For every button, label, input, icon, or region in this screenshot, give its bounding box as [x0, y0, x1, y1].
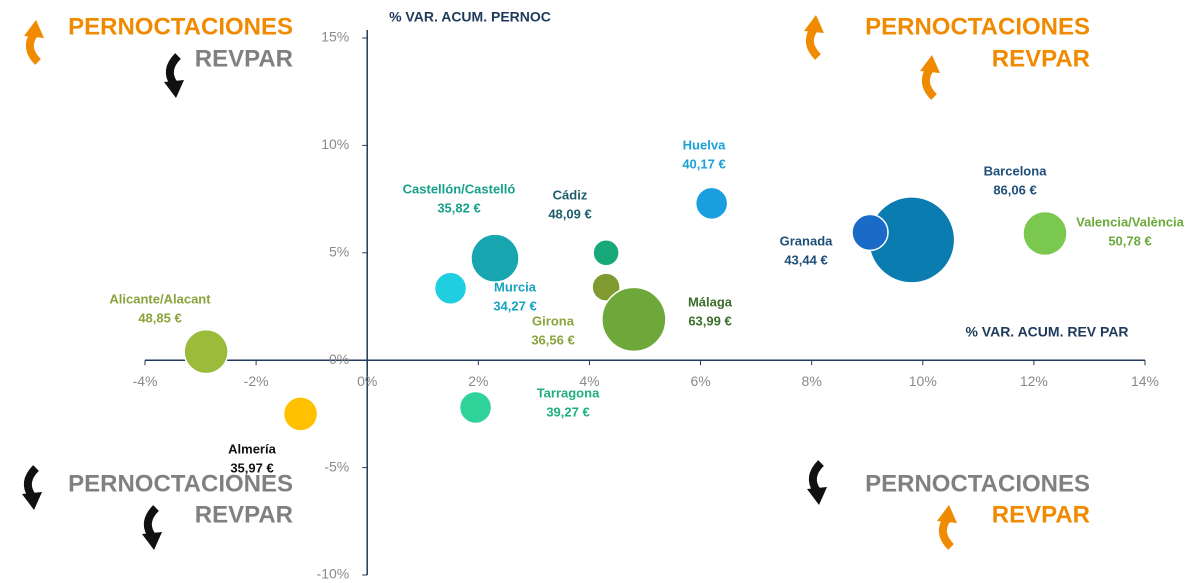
x-tick-label: 12%: [1020, 373, 1048, 389]
arrow-up: [920, 55, 940, 100]
arrow-down: [22, 465, 42, 510]
arrow-up: [937, 505, 957, 550]
x-tick-label: 4%: [579, 373, 599, 389]
arrow-up: [804, 15, 824, 60]
point-price: 39,27 €: [546, 404, 589, 419]
quadrant-label: PERNOCTACIONES: [68, 13, 293, 40]
point-price: 40,17 €: [682, 156, 725, 171]
x-tick-label: 2%: [468, 373, 488, 389]
bubble: [851, 213, 889, 252]
point-price: 50,78 €: [1108, 233, 1151, 248]
quadrant-label: REVPAR: [195, 501, 293, 528]
bubble: [470, 233, 520, 283]
quadrant-label: PERNOCTACIONES: [865, 13, 1090, 40]
bubble: [592, 239, 620, 267]
point-label: Huelva: [683, 137, 726, 152]
quadrant-label: REVPAR: [195, 45, 293, 72]
point-label: Málaga: [688, 294, 733, 309]
point-label: Granada: [780, 233, 834, 248]
bubble: [1022, 210, 1068, 257]
y-tick-label: 0%: [329, 351, 349, 367]
point-price: 34,27 €: [493, 298, 536, 313]
point-label: Barcelona: [984, 163, 1048, 178]
x-tick-label: -2%: [244, 373, 269, 389]
point-label: Cádiz: [553, 187, 588, 202]
point-price: 48,85 €: [138, 310, 181, 325]
quadrant-label: PERNOCTACIONES: [68, 470, 293, 497]
point-label: Girona: [532, 313, 575, 328]
x-tick-label: 10%: [909, 373, 937, 389]
quadrant-label: PERNOCTACIONES: [865, 470, 1090, 497]
x-tick-label: 6%: [690, 373, 710, 389]
y-tick-label: -5%: [324, 458, 349, 474]
y-tick-label: 15%: [321, 29, 349, 45]
point-label: Almería: [228, 441, 276, 456]
arrows: [22, 15, 957, 550]
arrow-up: [24, 20, 44, 65]
point-label: Valencia/València: [1076, 214, 1184, 229]
point-price: 48,09 €: [548, 206, 591, 221]
point-label: Alicante/Alacant: [109, 291, 211, 306]
arrow-down: [164, 53, 184, 98]
arrow-down: [142, 505, 162, 550]
x-tick-label: -4%: [133, 373, 158, 389]
point-label: Castellón/Castelló: [403, 181, 516, 196]
point-label: Murcia: [494, 279, 537, 294]
x-axis-title: % VAR. ACUM. REV PAR: [965, 324, 1128, 340]
point-price: 86,06 €: [993, 182, 1036, 197]
point-label: Tarragona: [537, 385, 600, 400]
bubble: [601, 286, 667, 353]
y-tick-label: -10%: [317, 566, 350, 582]
y-tick-label: 10%: [321, 136, 349, 152]
bubble: [183, 328, 229, 375]
point-price: 43,44 €: [784, 252, 827, 267]
x-tick-label: 8%: [802, 373, 822, 389]
y-axis-title: % VAR. ACUM. PERNOC: [389, 9, 551, 25]
bubble: [458, 390, 493, 425]
quadrant-label: REVPAR: [992, 45, 1090, 72]
point-price: 63,99 €: [688, 313, 731, 328]
point-price: 35,82 €: [437, 200, 480, 215]
x-tick-label: 0%: [357, 373, 377, 389]
point-price: 36,56 €: [531, 332, 574, 347]
bubble: [694, 186, 729, 221]
bubble: [282, 396, 319, 432]
bubble: [433, 271, 468, 305]
x-tick-label: 14%: [1131, 373, 1159, 389]
quadrant-label: REVPAR: [992, 501, 1090, 528]
point-price: 35,97 €: [230, 460, 273, 475]
y-tick-label: 5%: [329, 244, 349, 260]
arrow-down: [807, 460, 827, 505]
